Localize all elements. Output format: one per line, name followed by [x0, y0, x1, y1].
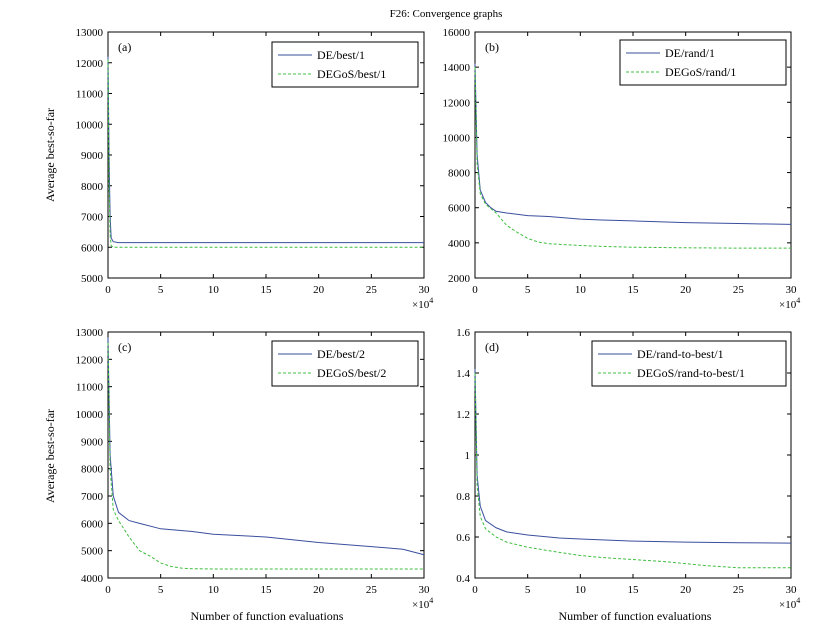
y-tick-label: 6000: [81, 242, 104, 254]
y-tick-label: 6000: [81, 518, 104, 530]
y-tick-label: 0.4: [456, 573, 470, 585]
x-tick-label: 5: [158, 584, 164, 596]
x-tick-label: 10: [575, 584, 587, 596]
x-tick-label: 25: [733, 284, 745, 296]
y-tick-label: 14000: [443, 62, 471, 74]
x-tick-label: 5: [158, 284, 164, 296]
series-line-DEGoS/rand/1: [474, 67, 791, 249]
legend-entry: DE/rand/1: [665, 46, 715, 60]
y-tick-label: 7000: [81, 212, 104, 224]
legend-box: [271, 340, 419, 387]
y-tick-label: 12000: [76, 354, 104, 366]
x-tick-label: 30: [419, 584, 431, 596]
y-tick-label: 10000: [443, 132, 471, 144]
legend-box: [271, 41, 419, 88]
ylabel-bottom: Average best-so-far: [43, 409, 57, 503]
series-line-DEGoS/best/1: [107, 59, 424, 248]
y-tick-label: 13000: [76, 327, 104, 339]
x-tick-label: 0: [472, 584, 478, 596]
x-tick-label: 15: [261, 584, 273, 596]
y-tick-label: 8000: [448, 168, 471, 180]
x-tick-label: 15: [628, 584, 640, 596]
x-tick-label: 20: [313, 584, 325, 596]
y-tick-label: 0.6: [456, 532, 470, 544]
x-exponent-label: ×104: [779, 296, 800, 311]
legend-entry: DEGoS/rand/1: [665, 65, 736, 79]
series-line-DE/best/2: [107, 337, 425, 556]
panel-label: (c): [118, 340, 131, 354]
y-tick-label: 8000: [81, 181, 104, 193]
y-tick-label: 0.8: [456, 491, 470, 503]
y-tick-label: 5000: [81, 273, 104, 285]
x-exponent-label: ×104: [412, 596, 433, 611]
y-tick-label: 6000: [448, 203, 471, 215]
legend-box: [591, 340, 787, 387]
x-tick-label: 10: [208, 284, 220, 296]
y-tick-label: 1.2: [456, 409, 470, 421]
legend-entry: DEGoS/best/2: [317, 366, 386, 380]
y-tick-label: 9000: [81, 150, 104, 162]
y-tick-label: 4000: [448, 238, 471, 250]
x-tick-label: 15: [261, 284, 273, 296]
y-tick-label: 1: [465, 450, 471, 462]
series-line-DE/rand-to-best/1: [474, 368, 792, 544]
xlabel-right: Number of function evaluations: [559, 609, 712, 623]
legend-entry: DE/rand-to-best/1: [637, 347, 724, 361]
series-line-DEGoS/best/2: [107, 342, 424, 570]
x-tick-label: 0: [472, 284, 478, 296]
x-tick-label: 25: [366, 284, 378, 296]
x-tick-label: 15: [628, 284, 640, 296]
x-tick-label: 5: [525, 284, 531, 296]
panel-0: 0 5 10 15 20 25 30 5000 6000 7000 8000 9000 10000 110…: [76, 27, 434, 311]
x-tick-label: 20: [680, 284, 692, 296]
y-tick-label: 1.4: [456, 368, 470, 380]
panel-3: 0 5 10 15 20 25 30 0.4 0.6 0.8 1 1.2 1.4 1.6 ×104 (d) DE…: [456, 327, 800, 611]
x-tick-label: 25: [733, 584, 745, 596]
x-exponent-label: ×104: [779, 596, 800, 611]
legend-entry: DE/best/1: [317, 48, 365, 62]
x-tick-label: 10: [575, 284, 587, 296]
x-tick-label: 20: [680, 584, 692, 596]
y-tick-label: 4000: [81, 573, 104, 585]
ylabel-top: Average best-so-far: [43, 108, 57, 202]
y-tick-label: 7000: [81, 491, 104, 503]
y-tick-label: 12000: [443, 97, 471, 109]
x-exponent-label: ×104: [412, 296, 433, 311]
x-tick-label: 30: [786, 284, 798, 296]
legend-box: [619, 39, 787, 86]
series-line-DEGoS/rand-to-best/1: [474, 372, 791, 569]
series-line-DE/rand/1: [474, 63, 792, 225]
y-tick-label: 2000: [448, 273, 471, 285]
y-tick-label: 1.6: [456, 327, 470, 339]
panel-label: (b): [485, 40, 499, 54]
legend-entry: DE/best/2: [317, 347, 365, 361]
xlabel-left: Number of function evaluations: [191, 609, 344, 623]
x-tick-label: 5: [525, 584, 531, 596]
y-tick-label: 11000: [76, 382, 104, 394]
panel-label: (d): [485, 340, 499, 354]
y-tick-label: 10000: [76, 119, 104, 131]
legend-entry: DEGoS/best/1: [317, 67, 386, 81]
y-tick-label: 10000: [76, 409, 104, 421]
y-tick-label: 5000: [81, 546, 104, 558]
y-tick-label: 12000: [76, 58, 104, 70]
x-tick-label: 20: [313, 284, 325, 296]
panel-label: (a): [118, 40, 131, 54]
y-tick-label: 13000: [76, 27, 104, 39]
figure-title: F26: Convergence graphs: [390, 8, 503, 20]
y-tick-label: 16000: [443, 27, 471, 39]
panel-2: 0 5 10 15 20 25 30 4000 5000 6000 7000 8000 9000 1000…: [76, 327, 434, 611]
x-tick-label: 30: [786, 584, 798, 596]
legend-entry: DEGoS/rand-to-best/1: [637, 366, 745, 380]
panel-1: 0 5 10 15 20 25 30 2000 4000 6000 8000 10000 12000 14…: [443, 27, 801, 311]
y-tick-label: 11000: [76, 89, 104, 101]
x-tick-label: 0: [105, 284, 111, 296]
y-tick-label: 9000: [81, 436, 104, 448]
x-tick-label: 25: [366, 584, 378, 596]
y-tick-label: 8000: [81, 464, 104, 476]
x-tick-label: 0: [105, 584, 111, 596]
x-tick-label: 30: [419, 284, 431, 296]
x-tick-label: 10: [208, 584, 220, 596]
